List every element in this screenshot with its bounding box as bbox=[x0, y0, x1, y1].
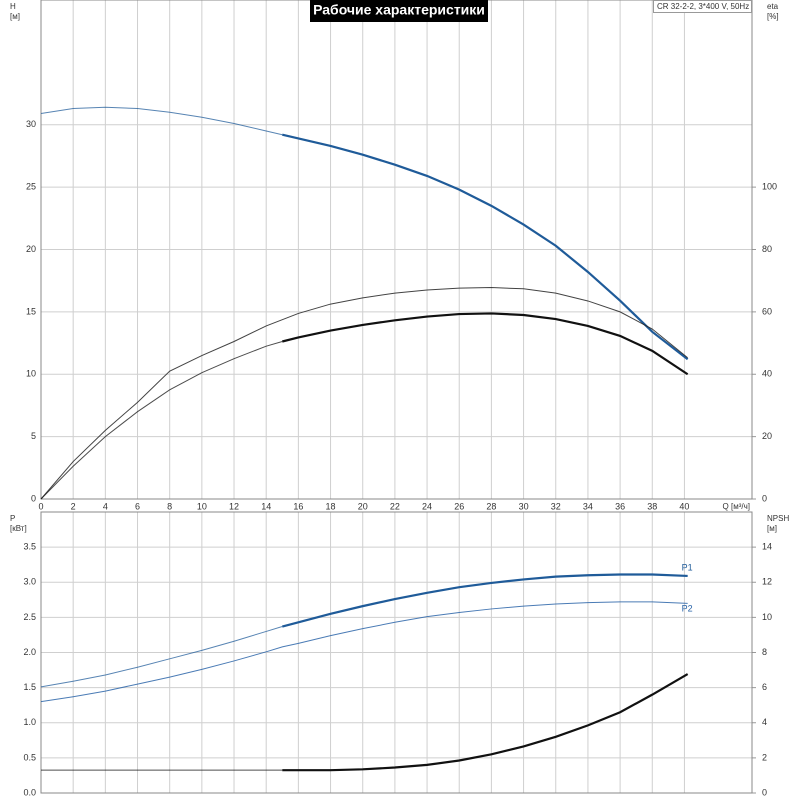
y2-tick-label: 40 bbox=[762, 369, 772, 379]
y-tick-label: 0.5 bbox=[23, 752, 36, 762]
y2-tick-label: 60 bbox=[762, 306, 772, 316]
x-tick-label: 34 bbox=[583, 501, 593, 511]
title-box bbox=[310, 0, 488, 22]
y-tick-label: 1.5 bbox=[23, 682, 36, 692]
x-tick-label: 26 bbox=[454, 501, 464, 511]
y2-tick-label: 10 bbox=[762, 612, 772, 622]
x-tick-label: 16 bbox=[293, 501, 303, 511]
y-tick-label: 0 bbox=[31, 493, 36, 503]
y2-tick-label: 4 bbox=[762, 717, 767, 727]
x-tick-label: 10 bbox=[197, 501, 207, 511]
y-tick-label: 3.5 bbox=[23, 542, 36, 552]
x-tick-label: 0 bbox=[38, 501, 43, 511]
x-tick-label: 28 bbox=[486, 501, 496, 511]
y-tick-label: 30 bbox=[26, 119, 36, 129]
series-label: P2 bbox=[682, 604, 693, 614]
curve-thin bbox=[40, 106, 283, 136]
y2-tick-label: 8 bbox=[762, 647, 767, 657]
y2-axis-label: NPSH bbox=[767, 514, 789, 523]
y-tick-label: 2.5 bbox=[23, 612, 36, 622]
curve bbox=[40, 287, 688, 500]
x-tick-label: 4 bbox=[103, 501, 108, 511]
plot-frame bbox=[40, 511, 753, 794]
y2-tick-label: 14 bbox=[762, 542, 772, 552]
annotation-box bbox=[653, 0, 752, 13]
curve-thin bbox=[40, 626, 283, 688]
y-tick-label: 0.0 bbox=[23, 787, 36, 797]
y-tick-label: 1.0 bbox=[23, 717, 36, 727]
curve-thin bbox=[40, 341, 283, 500]
y-tick-label: 15 bbox=[26, 306, 36, 316]
y-tick-label: 25 bbox=[26, 182, 36, 192]
y2-tick-label: 20 bbox=[762, 431, 772, 441]
curve bbox=[40, 601, 688, 703]
y-tick-label: 3.0 bbox=[23, 577, 36, 587]
y2-tick-label: 2 bbox=[762, 752, 767, 762]
x-tick-label: 14 bbox=[261, 501, 271, 511]
y2-tick-label: 0 bbox=[762, 493, 767, 503]
y-axis-label: P bbox=[10, 514, 15, 523]
y-tick-label: 20 bbox=[26, 244, 36, 254]
y-axis-unit: [м] bbox=[10, 12, 20, 21]
x-tick-label: 12 bbox=[229, 501, 239, 511]
x-tick-label: 40 bbox=[679, 501, 689, 511]
y-axis-label: H bbox=[10, 2, 16, 11]
chart-title: Рабочие характеристики bbox=[313, 2, 485, 18]
y-axis-unit: [кВт] bbox=[10, 524, 27, 533]
x-tick-label: 22 bbox=[390, 501, 400, 511]
x-tick-label: 30 bbox=[519, 501, 529, 511]
y-tick-label: 2.0 bbox=[23, 647, 36, 657]
curve-bold bbox=[282, 673, 689, 772]
x-tick-label: 20 bbox=[358, 501, 368, 511]
y-tick-label: 10 bbox=[26, 369, 36, 379]
y2-tick-label: 0 bbox=[762, 787, 767, 797]
x-tick-label: 36 bbox=[615, 501, 625, 511]
x-tick-label: 18 bbox=[326, 501, 336, 511]
y2-axis-label: eta bbox=[767, 2, 779, 11]
y2-tick-label: 100 bbox=[762, 182, 777, 192]
x-tick-label: 2 bbox=[71, 501, 76, 511]
curve-bold bbox=[282, 133, 689, 361]
x-tick-label: 38 bbox=[647, 501, 657, 511]
x-axis-label: Q [м³/ч] bbox=[723, 502, 750, 511]
x-tick-label: 32 bbox=[551, 501, 561, 511]
y-tick-label: 5 bbox=[31, 431, 36, 441]
curve-bold bbox=[282, 573, 688, 628]
y2-axis-unit: [м] bbox=[767, 524, 777, 533]
x-tick-label: 8 bbox=[167, 501, 172, 511]
plot-frame bbox=[40, 0, 753, 500]
curve-bold bbox=[282, 312, 689, 376]
y2-tick-label: 12 bbox=[762, 577, 772, 587]
annotation: CR 32-2-2, 3*400 V, 50Hz bbox=[657, 2, 749, 11]
y2-tick-label: 6 bbox=[762, 682, 767, 692]
y2-axis-unit: [%] bbox=[767, 12, 779, 21]
x-tick-label: 24 bbox=[422, 501, 432, 511]
x-tick-label: 6 bbox=[135, 501, 140, 511]
y2-tick-label: 80 bbox=[762, 244, 772, 254]
series-label: P1 bbox=[682, 562, 693, 572]
